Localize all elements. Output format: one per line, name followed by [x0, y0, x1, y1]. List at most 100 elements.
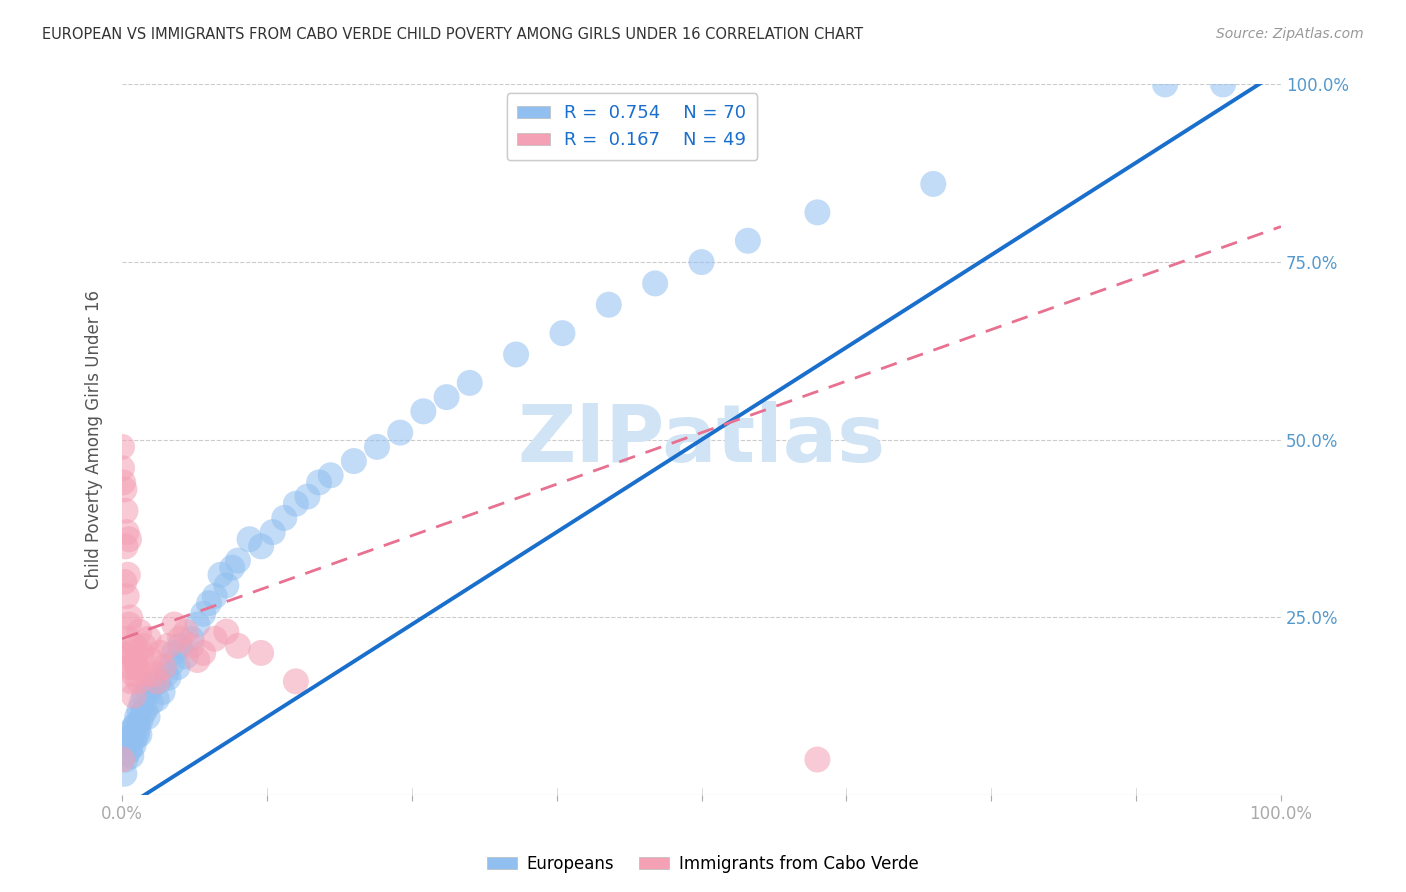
- Immigrants from Cabo Verde: [226, 639, 249, 653]
- Immigrants from Cabo Verde: [111, 752, 134, 766]
- Immigrants from Cabo Verde: [806, 752, 828, 766]
- Europeans: [118, 731, 141, 746]
- Immigrants from Cabo Verde: [122, 689, 145, 703]
- Europeans: [146, 692, 169, 706]
- Europeans: [297, 490, 319, 504]
- Europeans: [644, 277, 666, 291]
- Immigrants from Cabo Verde: [114, 539, 136, 553]
- Europeans: [121, 728, 143, 742]
- Immigrants from Cabo Verde: [117, 632, 139, 646]
- Europeans: [215, 578, 238, 592]
- Europeans: [806, 205, 828, 219]
- Immigrants from Cabo Verde: [117, 567, 139, 582]
- Europeans: [209, 567, 232, 582]
- Immigrants from Cabo Verde: [157, 639, 180, 653]
- Immigrants from Cabo Verde: [143, 667, 166, 681]
- Europeans: [117, 746, 139, 760]
- Europeans: [273, 511, 295, 525]
- Europeans: [198, 596, 221, 610]
- Europeans: [221, 560, 243, 574]
- Immigrants from Cabo Verde: [120, 660, 142, 674]
- Europeans: [125, 717, 148, 731]
- Europeans: [163, 646, 186, 660]
- Immigrants from Cabo Verde: [125, 653, 148, 667]
- Europeans: [690, 255, 713, 269]
- Legend: R =  0.754    N = 70, R =  0.167    N = 49: R = 0.754 N = 70, R = 0.167 N = 49: [506, 94, 758, 161]
- Europeans: [142, 678, 165, 692]
- Immigrants from Cabo Verde: [120, 674, 142, 689]
- Europeans: [262, 525, 284, 540]
- Europeans: [124, 731, 146, 746]
- Immigrants from Cabo Verde: [204, 632, 226, 646]
- Europeans: [193, 607, 215, 621]
- Europeans: [155, 667, 177, 681]
- Europeans: [238, 533, 260, 547]
- Immigrants from Cabo Verde: [284, 674, 307, 689]
- Europeans: [148, 674, 170, 689]
- Europeans: [120, 742, 142, 756]
- Europeans: [1154, 78, 1177, 92]
- Europeans: [127, 728, 149, 742]
- Europeans: [128, 703, 150, 717]
- Europeans: [436, 390, 458, 404]
- Europeans: [174, 649, 197, 664]
- Europeans: [343, 454, 366, 468]
- Europeans: [166, 660, 188, 674]
- Immigrants from Cabo Verde: [112, 483, 135, 497]
- Immigrants from Cabo Verde: [149, 646, 172, 660]
- Immigrants from Cabo Verde: [250, 646, 273, 660]
- Text: Source: ZipAtlas.com: Source: ZipAtlas.com: [1216, 27, 1364, 41]
- Europeans: [458, 376, 481, 390]
- Europeans: [132, 706, 155, 721]
- Europeans: [138, 685, 160, 699]
- Immigrants from Cabo Verde: [186, 653, 208, 667]
- Legend: Europeans, Immigrants from Cabo Verde: Europeans, Immigrants from Cabo Verde: [479, 848, 927, 880]
- Europeans: [922, 177, 945, 191]
- Europeans: [117, 735, 139, 749]
- Europeans: [114, 752, 136, 766]
- Immigrants from Cabo Verde: [122, 667, 145, 681]
- Immigrants from Cabo Verde: [121, 653, 143, 667]
- Immigrants from Cabo Verde: [174, 624, 197, 639]
- Europeans: [160, 657, 183, 671]
- Text: ZIPatlas: ZIPatlas: [517, 401, 886, 479]
- Immigrants from Cabo Verde: [112, 646, 135, 660]
- Immigrants from Cabo Verde: [118, 617, 141, 632]
- Immigrants from Cabo Verde: [138, 632, 160, 646]
- Europeans: [152, 685, 174, 699]
- Europeans: [131, 696, 153, 710]
- Immigrants from Cabo Verde: [169, 632, 191, 646]
- Europeans: [412, 404, 434, 418]
- Europeans: [132, 689, 155, 703]
- Text: EUROPEAN VS IMMIGRANTS FROM CABO VERDE CHILD POVERTY AMONG GIRLS UNDER 16 CORREL: EUROPEAN VS IMMIGRANTS FROM CABO VERDE C…: [42, 27, 863, 42]
- Immigrants from Cabo Verde: [215, 624, 238, 639]
- Immigrants from Cabo Verde: [124, 639, 146, 653]
- Immigrants from Cabo Verde: [120, 610, 142, 624]
- Europeans: [122, 739, 145, 753]
- Immigrants from Cabo Verde: [180, 639, 202, 653]
- Europeans: [366, 440, 388, 454]
- Europeans: [226, 553, 249, 567]
- Immigrants from Cabo Verde: [120, 646, 142, 660]
- Immigrants from Cabo Verde: [111, 440, 134, 454]
- Immigrants from Cabo Verde: [127, 674, 149, 689]
- Immigrants from Cabo Verde: [152, 660, 174, 674]
- Immigrants from Cabo Verde: [135, 667, 157, 681]
- Europeans: [250, 539, 273, 553]
- Europeans: [308, 475, 330, 490]
- Europeans: [737, 234, 759, 248]
- Immigrants from Cabo Verde: [163, 617, 186, 632]
- Immigrants from Cabo Verde: [115, 589, 138, 603]
- Europeans: [112, 766, 135, 780]
- Europeans: [598, 298, 620, 312]
- Europeans: [122, 721, 145, 735]
- Immigrants from Cabo Verde: [115, 525, 138, 540]
- Europeans: [120, 749, 142, 764]
- Immigrants from Cabo Verde: [128, 624, 150, 639]
- Europeans: [505, 347, 527, 361]
- Europeans: [127, 710, 149, 724]
- Immigrants from Cabo Verde: [193, 646, 215, 660]
- Europeans: [186, 617, 208, 632]
- Europeans: [139, 696, 162, 710]
- Immigrants from Cabo Verde: [127, 660, 149, 674]
